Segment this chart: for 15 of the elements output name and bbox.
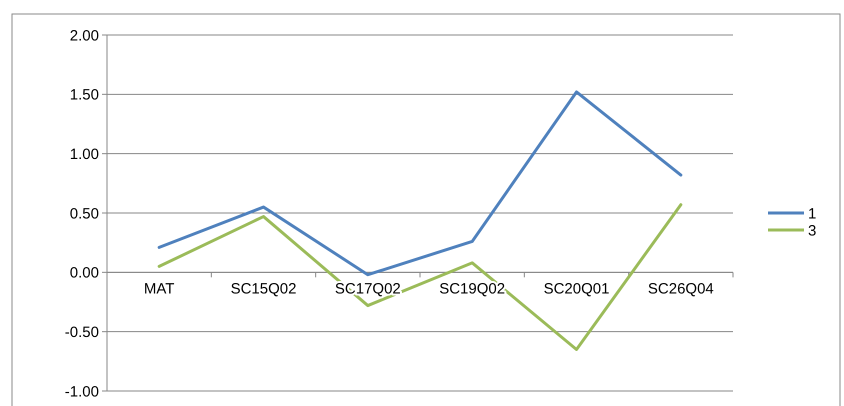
- x-tick-label: SC26Q04: [648, 280, 714, 298]
- y-tick-label: 0.50: [70, 205, 99, 222]
- y-tick-label: 1.50: [70, 86, 99, 104]
- x-tick-label: MAT: [144, 280, 174, 298]
- y-tick-label: 2.00: [70, 27, 99, 44]
- y-tick-label: 0.00: [70, 264, 99, 282]
- y-tick-label: 1.00: [70, 146, 99, 163]
- line-series: [158, 90, 682, 276]
- y-tick-label: -1.00: [64, 383, 99, 400]
- x-tick-label: SC15Q02: [230, 280, 296, 298]
- x-tick-label: SC20Q01: [544, 280, 610, 298]
- legend-label: 3: [808, 222, 816, 240]
- legend-label: 1: [808, 205, 816, 222]
- x-tick-label: SC19Q02: [439, 280, 506, 298]
- y-tick-label: -0.50: [64, 324, 99, 341]
